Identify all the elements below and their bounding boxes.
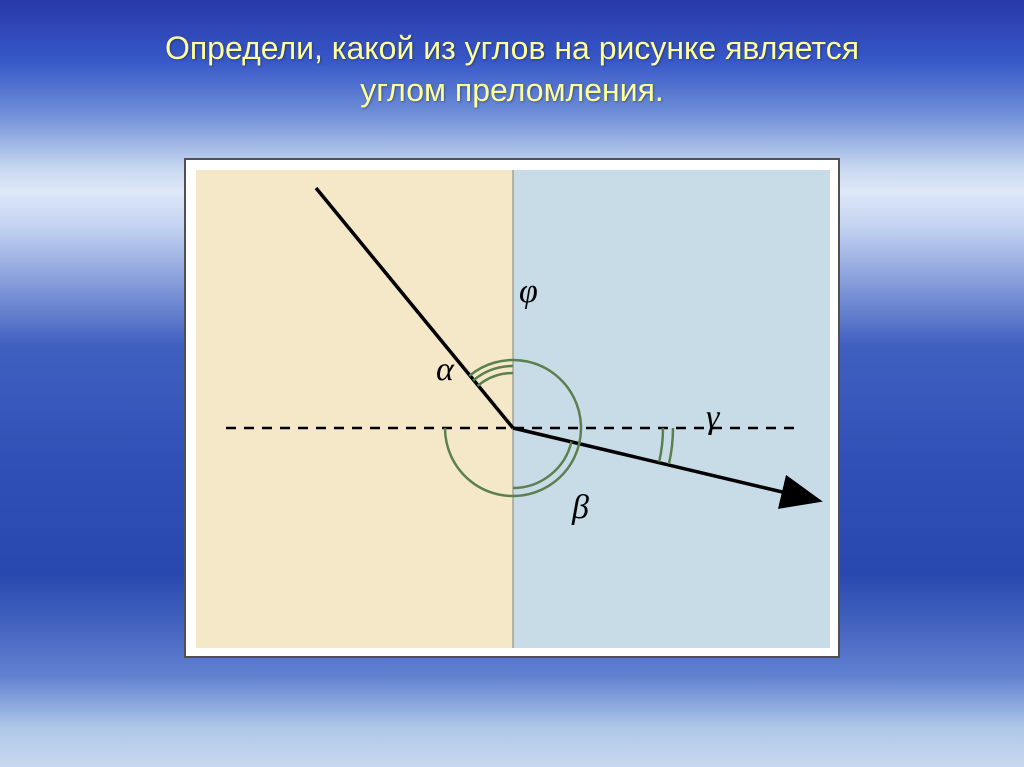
angle-label-alpha: α — [436, 351, 455, 388]
title-line-1: Определи, какой из углов на рисунке явля… — [165, 30, 859, 66]
angle-label-beta: β — [571, 489, 589, 526]
angle-label-phi: φ — [519, 273, 538, 310]
diagram-inner: φ α β γ — [196, 170, 830, 648]
slide-title: Определи, какой из углов на рисунке явля… — [0, 28, 1024, 111]
diagram-svg: φ α β γ — [196, 170, 830, 648]
refraction-diagram: φ α β γ — [184, 158, 840, 658]
angle-label-gamma: γ — [706, 399, 721, 436]
title-line-2: углом преломления. — [360, 72, 664, 108]
